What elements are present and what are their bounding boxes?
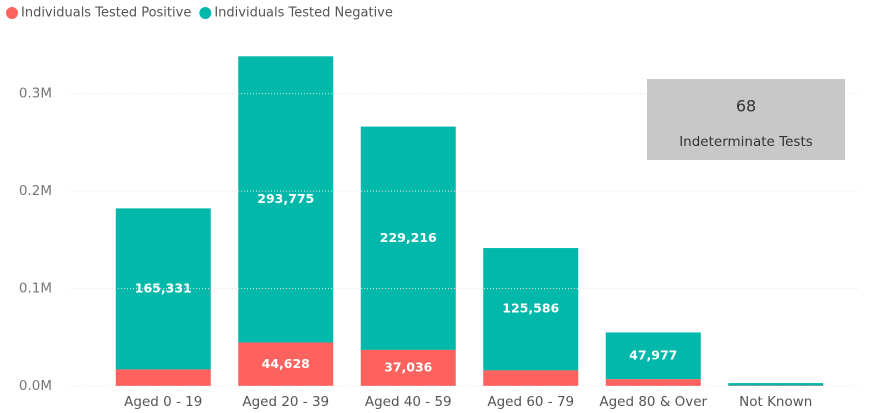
x-tick-label: Aged 20 - 39 bbox=[242, 394, 329, 410]
x-tick-label: Aged 60 - 79 bbox=[487, 394, 574, 410]
legend-marker bbox=[6, 7, 18, 19]
bar-segment bbox=[115, 369, 211, 386]
y-tick-label: 0.0M bbox=[19, 378, 52, 394]
legend-marker bbox=[199, 7, 212, 19]
data-label: 165,331 bbox=[135, 280, 192, 295]
card bbox=[647, 79, 845, 160]
bar-segment bbox=[360, 126, 456, 350]
data-label: 47,977 bbox=[629, 347, 677, 362]
card-label: Indeterminate Tests bbox=[679, 134, 813, 150]
bar-segment bbox=[360, 349, 456, 386]
data-label: 44,628 bbox=[262, 356, 310, 371]
data-label: 229,216 bbox=[380, 230, 437, 245]
x-tick-label: Aged 40 - 59 bbox=[365, 394, 452, 410]
bar-segment bbox=[605, 332, 701, 380]
bar-segment bbox=[728, 383, 824, 386]
bar-segment bbox=[238, 56, 334, 343]
bar-segment bbox=[605, 379, 701, 386]
bar-segment bbox=[238, 342, 334, 386]
bar-segment bbox=[483, 370, 579, 386]
bar-segment bbox=[483, 248, 579, 371]
y-tick-label: 0.3M bbox=[19, 86, 52, 102]
data-label: 293,775 bbox=[257, 191, 314, 206]
legend-label: Individuals Tested Negative bbox=[214, 6, 393, 21]
y-tick-label: 0.2M bbox=[19, 183, 52, 199]
data-label: 125,586 bbox=[502, 301, 559, 316]
x-tick-label: Not Known bbox=[739, 394, 812, 410]
x-tick-label: Aged 0 - 19 bbox=[124, 394, 202, 410]
y-tick-label: 0.1M bbox=[19, 281, 52, 297]
data-label: 37,036 bbox=[384, 359, 433, 374]
x-tick-label: Aged 80 & Over bbox=[599, 394, 707, 410]
card-value: 68 bbox=[736, 97, 756, 116]
legend-label: Individuals Tested Positive bbox=[21, 6, 191, 21]
